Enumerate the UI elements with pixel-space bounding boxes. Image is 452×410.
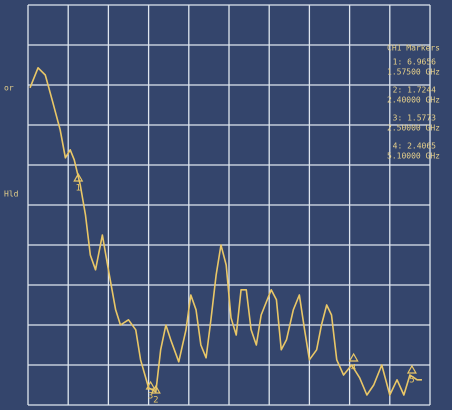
readout-value: 3: 1.5773 [393, 114, 437, 123]
readout-value: 2: 1.7244 [393, 86, 437, 95]
marker-triangle [348, 352, 359, 362]
marker-label: 5 [409, 376, 414, 386]
side-label: Hld [4, 190, 19, 199]
readout-value: 4: 2.4065 [393, 142, 437, 151]
readout-value: 1: 6.9656 [393, 58, 437, 67]
readout-frequency: 1.57500 GHz [387, 68, 440, 77]
marker-triangle [145, 380, 156, 390]
marker-label: 1 [76, 184, 81, 194]
marker-label: 4 [351, 364, 356, 374]
readout-title: CH1 Markers [387, 44, 440, 53]
trace [29, 67, 422, 396]
marker-label: 3 [148, 392, 153, 402]
readout-frequency: 2.40000 GHz [387, 96, 440, 105]
marker-label: 2 [153, 396, 158, 406]
side-label: or [4, 84, 14, 93]
marker-triangle [73, 172, 84, 182]
readout-frequency: 5.10000 GHz [387, 152, 440, 161]
readout-frequency: 2.50000 GHz [387, 124, 440, 133]
marker-triangle [406, 364, 417, 374]
